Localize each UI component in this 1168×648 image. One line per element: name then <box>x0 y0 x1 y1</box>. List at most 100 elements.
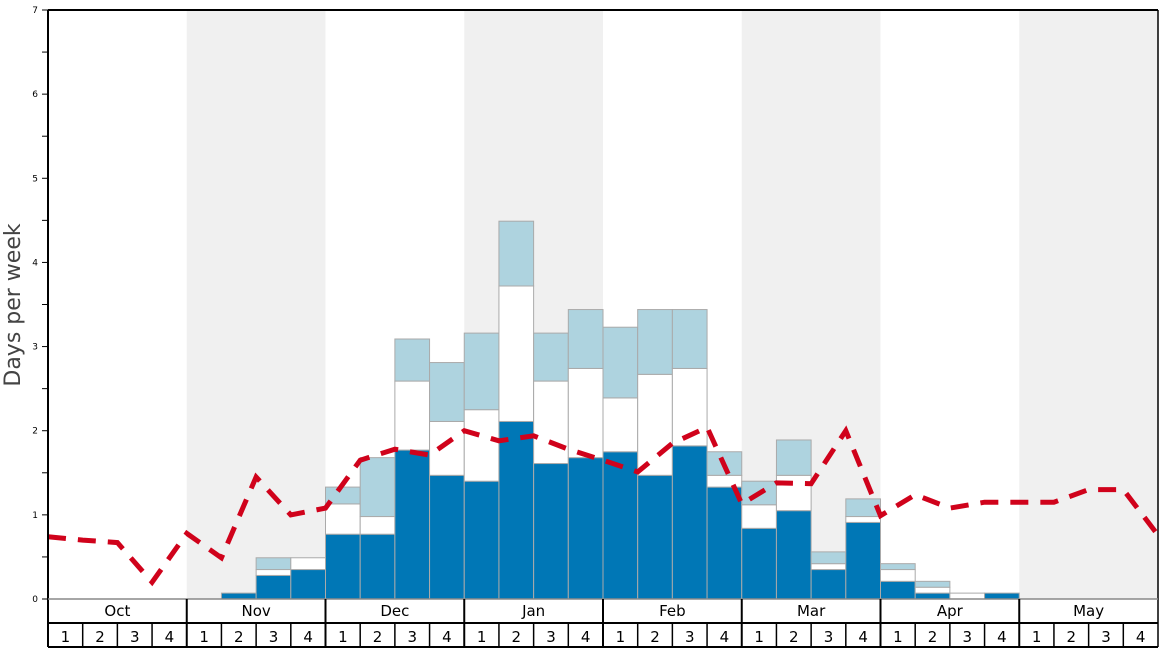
y-tick-label: 2 <box>32 427 38 437</box>
bar-light <box>914 580 951 588</box>
month-label-oct: Oct <box>104 602 130 620</box>
month-label-mar: Mar <box>797 602 826 620</box>
bar-light <box>567 309 604 369</box>
bar-dark <box>810 569 847 600</box>
week-label: 3 <box>685 628 695 646</box>
bar-middle <box>741 504 777 529</box>
bar-middle <box>602 397 639 453</box>
bar-dark <box>255 574 292 600</box>
bar-middle <box>359 516 396 535</box>
bar-middle <box>845 516 881 523</box>
week-label: 4 <box>303 628 313 646</box>
week-label: 1 <box>1032 628 1042 646</box>
month-label-nov: Nov <box>241 602 270 620</box>
bar-middle <box>394 380 431 451</box>
week-label: 1 <box>61 628 71 646</box>
bar-dark <box>394 449 431 600</box>
month-label-feb: Feb <box>659 602 686 620</box>
week-label: 3 <box>824 628 834 646</box>
month-label-dec: Dec <box>380 602 409 620</box>
bar-middle <box>567 367 604 459</box>
bar-dark <box>325 533 361 600</box>
bar-dark <box>671 445 708 600</box>
bar-middle <box>498 285 535 422</box>
week-label: 4 <box>581 628 591 646</box>
bar-middle <box>880 569 916 582</box>
y-tick-label: 7 <box>32 6 38 16</box>
week-label: 1 <box>754 628 764 646</box>
bar-light <box>845 498 881 518</box>
bar-dark <box>567 457 604 600</box>
bar-middle <box>637 373 673 476</box>
bar-middle <box>429 420 465 476</box>
bar-dark <box>290 569 326 600</box>
week-label: 2 <box>1067 628 1077 646</box>
week-label: 1 <box>199 628 209 646</box>
bar-dark <box>775 510 812 600</box>
week-label: 1 <box>338 628 348 646</box>
bar-dark <box>914 592 951 600</box>
average-dashed-line <box>47 423 1160 587</box>
bar-light <box>775 439 812 476</box>
month-label-apr: Apr <box>937 602 964 620</box>
bar-light <box>255 557 292 571</box>
week-label: 1 <box>893 628 903 646</box>
bar-light <box>880 563 916 571</box>
y-axis-label: Days per week <box>1 223 26 386</box>
bar-dark <box>845 521 881 600</box>
bar-light <box>429 362 465 422</box>
bar-middle <box>533 380 569 465</box>
month-shade-nov <box>186 10 326 599</box>
y-tick-label: 3 <box>32 343 38 353</box>
bar-middle <box>325 503 361 535</box>
week-label: 1 <box>477 628 487 646</box>
week-label: 4 <box>442 628 452 646</box>
month-label-jan: Jan <box>521 602 545 620</box>
month-shade-may <box>1019 10 1158 599</box>
bar-dark <box>984 592 1020 600</box>
bar-dark <box>637 474 673 600</box>
bar-middle <box>706 474 743 488</box>
bar-dark <box>602 451 639 600</box>
week-label: 4 <box>165 628 175 646</box>
bar-dark <box>741 527 777 600</box>
y-tick-label: 6 <box>32 90 38 100</box>
bar-dark <box>880 580 916 600</box>
week-label: 3 <box>546 628 556 646</box>
bar-dark <box>220 592 257 600</box>
week-label: 3 <box>407 628 417 646</box>
y-tick-label: 1 <box>32 511 38 521</box>
bar-middle <box>914 586 951 594</box>
week-label: 2 <box>234 628 244 646</box>
bar-middle <box>949 592 986 600</box>
week-label: 2 <box>95 628 105 646</box>
bar-middle <box>810 563 847 571</box>
bar-light <box>637 309 673 375</box>
bars <box>220 220 1020 600</box>
bar-light <box>602 326 639 399</box>
week-label: 3 <box>130 628 140 646</box>
y-tick-label: 5 <box>32 174 38 184</box>
week-label: 2 <box>789 628 799 646</box>
week-label: 2 <box>650 628 660 646</box>
bar-middle <box>290 557 326 571</box>
bar-middle <box>255 569 292 576</box>
y-tick-label: 4 <box>32 258 38 268</box>
bar-light <box>671 309 708 369</box>
bar-dark <box>429 474 465 600</box>
bar-dark <box>463 480 500 600</box>
week-label: 2 <box>512 628 522 646</box>
week-label: 3 <box>1101 628 1111 646</box>
week-label: 4 <box>858 628 868 646</box>
week-label: 2 <box>928 628 938 646</box>
y-tick-label: 0 <box>32 595 38 605</box>
bar-light <box>498 220 535 287</box>
axes: 0 1 2 3 4 5 6 7 Oct 1 2 3 4 Nov 1 2 3 4 Dec 1 2 3 4 Jan 1 2 3 4 Feb 1… <box>32 6 1159 648</box>
bar-middle <box>463 409 500 482</box>
bar-dark <box>706 486 743 600</box>
bar-light <box>463 332 500 411</box>
week-label: 4 <box>1136 628 1146 646</box>
bar-dark <box>359 533 396 600</box>
week-label: 4 <box>997 628 1007 646</box>
